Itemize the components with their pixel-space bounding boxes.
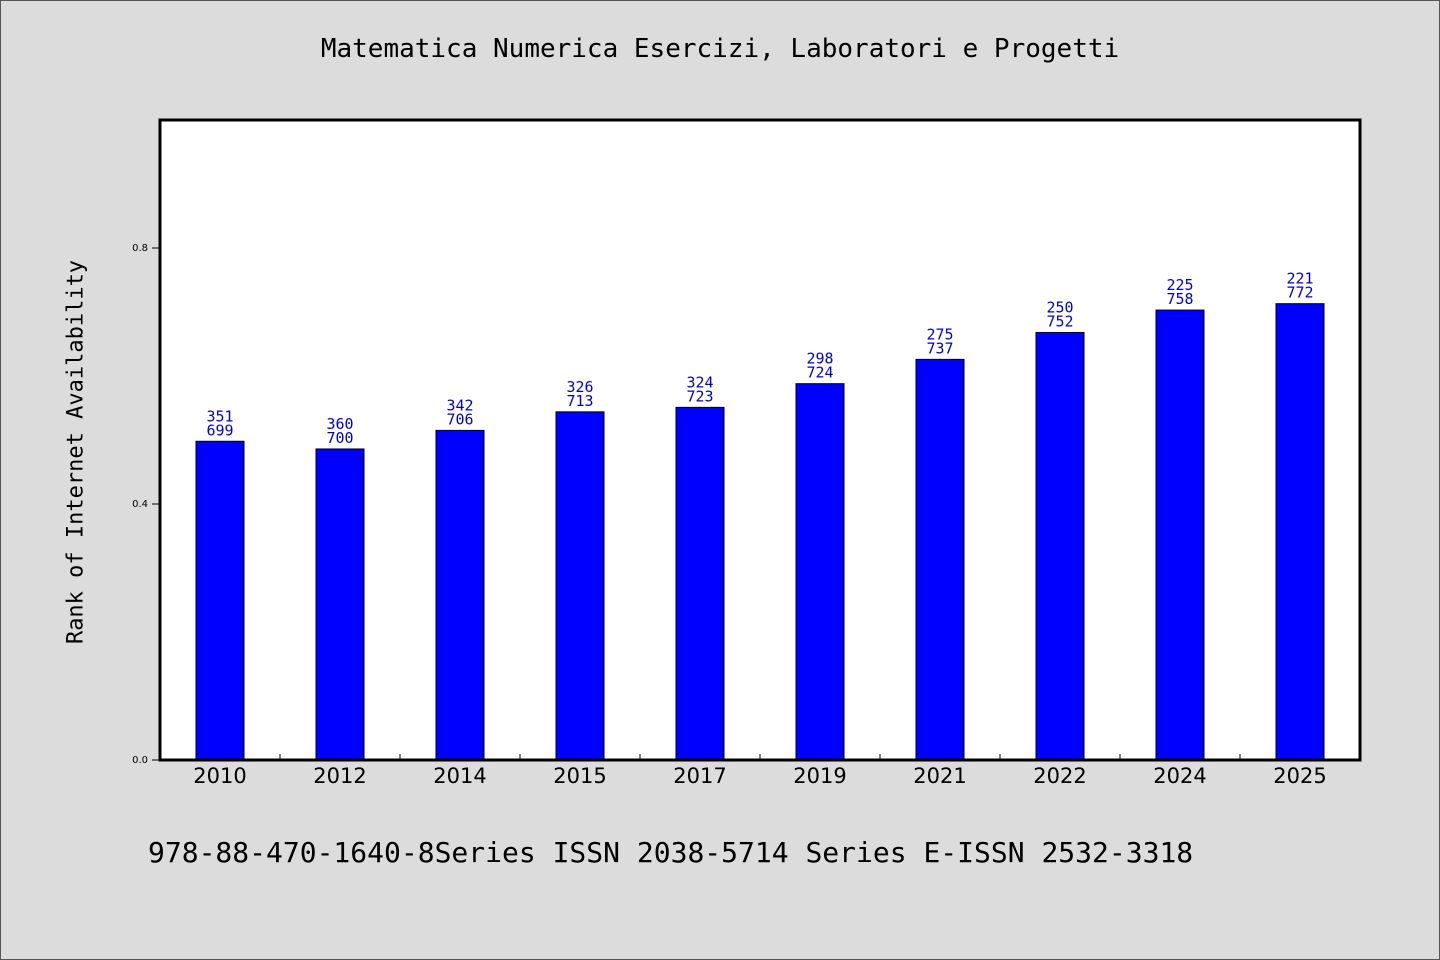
x-tick-label: 2022	[1033, 764, 1086, 788]
bar-data-label: 250	[1046, 298, 1073, 316]
x-tick-label: 2012	[313, 764, 366, 788]
bar	[1035, 331, 1085, 761]
bar-data-label: 275	[926, 325, 953, 343]
bar	[555, 411, 605, 761]
bar	[315, 448, 365, 761]
bar-data-label: 706	[446, 410, 473, 428]
x-tick-label: 2017	[673, 764, 726, 788]
x-tick-label: 2024	[1153, 764, 1206, 788]
bar-data-label: 713	[566, 392, 593, 410]
bar	[435, 429, 485, 761]
plot-border	[158, 118, 1362, 762]
x-tick-label: 2025	[1273, 764, 1326, 788]
bar	[795, 383, 845, 761]
bar-data-label: 700	[326, 429, 353, 447]
bar-data-label: 772	[1286, 284, 1313, 302]
y-tick-label: 0.0	[132, 755, 148, 766]
bar	[195, 440, 245, 761]
x-tick-label: 2014	[433, 764, 486, 788]
bar-data-label: 351	[206, 407, 233, 425]
bar-data-label: 324	[686, 373, 713, 391]
bar-data-label: 360	[326, 415, 353, 433]
footer-text: 978-88-470-1640-8Series ISSN 2038-5714 S…	[148, 836, 1194, 869]
bar-data-label: 737	[926, 339, 953, 357]
y-tick-label: 0.4	[132, 499, 148, 510]
bar	[675, 406, 725, 761]
bar-data-label: 342	[446, 396, 473, 414]
x-tick-label: 2019	[793, 764, 846, 788]
bar-data-label: 699	[206, 421, 233, 439]
bar-data-label: 723	[686, 387, 713, 405]
bar-data-label: 758	[1166, 290, 1193, 308]
x-tick-label: 2015	[553, 764, 606, 788]
x-tick-label: 2010	[193, 764, 246, 788]
bar	[1275, 303, 1325, 761]
bar-data-label: 298	[806, 350, 833, 368]
bar-data-label: 326	[566, 378, 593, 396]
x-tick-label: 2021	[913, 764, 966, 788]
bar-data-label: 752	[1046, 312, 1073, 330]
bar-data-label: 724	[806, 364, 833, 382]
y-tick-label: 0.8	[132, 243, 148, 254]
chart-title: Matematica Numerica Esercizi, Laboratori…	[320, 34, 1120, 64]
bar-data-label: 221	[1286, 270, 1313, 288]
bar	[1155, 309, 1205, 761]
bar	[915, 358, 965, 761]
bar-data-label: 225	[1166, 276, 1193, 294]
